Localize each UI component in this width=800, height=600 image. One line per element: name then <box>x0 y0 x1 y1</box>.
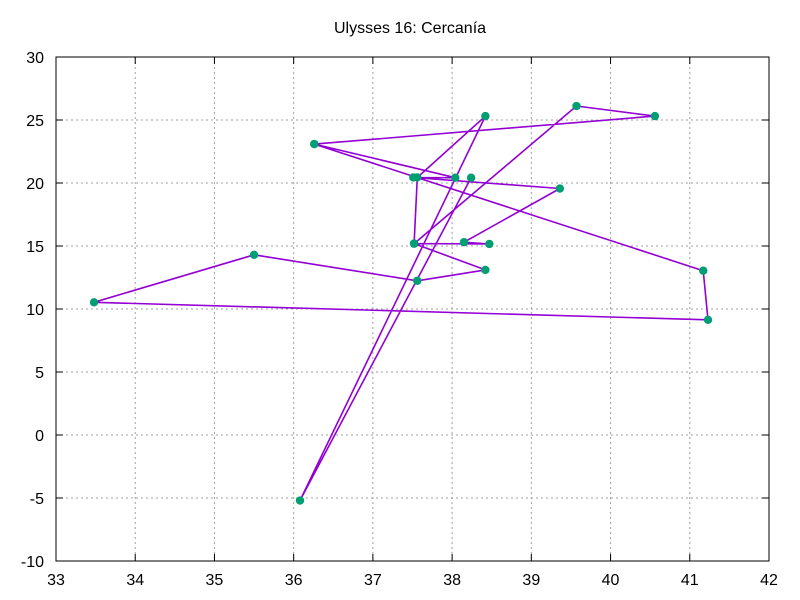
data-point <box>451 173 460 182</box>
data-point <box>481 111 490 121</box>
x-tick-label: 41 <box>681 572 699 589</box>
axes: 33 34 35 36 37 38 39 40 41 42 -10 -5 0 5 10 15 20 25 30 <box>21 50 778 589</box>
y-tick-label: -10 <box>21 554 44 571</box>
series-line <box>93 105 709 502</box>
x-tick-label: 36 <box>285 572 303 589</box>
x-tick-label: 40 <box>602 572 620 589</box>
y-tick-label: -5 <box>30 491 44 508</box>
x-tick-label: 38 <box>443 572 461 589</box>
x-tick-label: 42 <box>760 572 778 589</box>
data-point <box>89 298 99 307</box>
x-tick-label: 35 <box>206 572 224 589</box>
chart-title: Ulysses 16: Cercanía <box>334 20 486 37</box>
data-point <box>703 315 713 325</box>
data-point <box>650 111 660 121</box>
x-tick-label: 37 <box>364 572 382 589</box>
y-tick-label: 10 <box>26 302 44 319</box>
data-point <box>572 101 581 111</box>
y-tick-label: 25 <box>26 113 44 130</box>
series-points <box>89 101 713 505</box>
y-tick-label: 30 <box>26 50 44 67</box>
grid <box>56 57 769 561</box>
x-tick-label: 39 <box>522 572 540 589</box>
x-tick-label: 34 <box>126 572 144 589</box>
data-point <box>295 496 305 505</box>
data-point <box>459 238 469 247</box>
y-tick-label: 0 <box>35 428 44 445</box>
data-point <box>409 239 419 248</box>
data-point <box>555 184 565 193</box>
x-tick-label: 33 <box>47 572 65 589</box>
data-point <box>310 139 319 149</box>
y-tick-label: 15 <box>26 239 44 256</box>
data-point <box>413 276 422 285</box>
data-point <box>466 173 476 182</box>
y-tick-label: 20 <box>26 176 44 193</box>
y-tick-label: 5 <box>35 365 44 382</box>
data-point <box>481 265 490 275</box>
data-point <box>699 266 708 275</box>
data-point <box>485 239 494 249</box>
series-polyline <box>93 105 709 502</box>
data-point <box>249 250 259 260</box>
data-point <box>409 173 418 182</box>
